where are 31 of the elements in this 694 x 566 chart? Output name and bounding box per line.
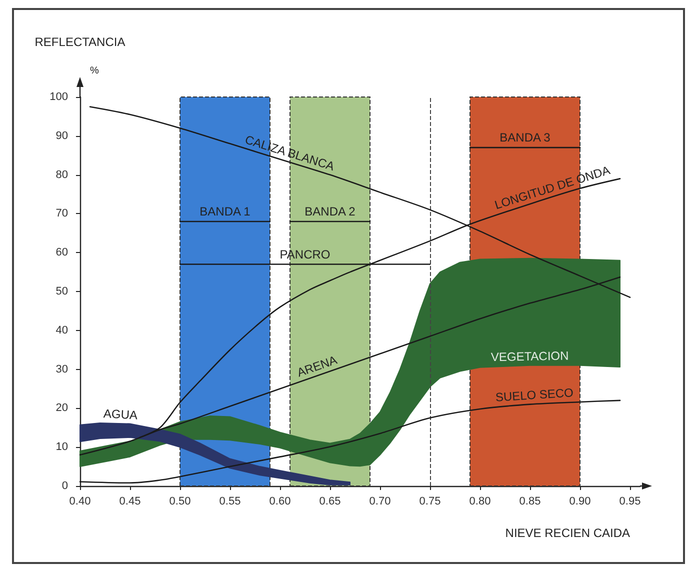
y-tick-label: 0	[62, 480, 68, 492]
x-tick-label: 0.80	[469, 496, 491, 508]
annotation: AGUA	[103, 406, 138, 422]
x-tick-label: 0.95	[619, 496, 641, 508]
annotation: SUELO SECO	[495, 386, 574, 404]
x-tick-label: 0.45	[119, 496, 141, 508]
y-tick-label: 100	[50, 91, 68, 103]
y-tick-label: 70	[56, 208, 68, 220]
series-label: BANDA 3	[500, 130, 551, 145]
x-tick-label: 0.65	[319, 496, 341, 508]
y-tick-label: 90	[56, 130, 68, 142]
series-label: BANDA 2	[304, 204, 356, 218]
y-tick-label: 50	[56, 286, 68, 298]
y-tick-label: 80	[56, 168, 68, 181]
text: REFLECTANCIA %	[34, 35, 126, 76]
x-tick-label: 0.85	[519, 496, 541, 508]
x-tick-label: 0.60	[269, 496, 291, 508]
x-tick-label: 0.55	[219, 496, 241, 508]
y-tick-label: 40	[56, 324, 68, 336]
x-axis-title: NIEVE RECIEN CAIDA	[505, 526, 630, 540]
x-tick-label: 0.40	[69, 496, 91, 508]
series-label: BANDA 1	[200, 204, 251, 218]
y-tick-label: 20	[56, 402, 68, 414]
y-tick-label: 60	[56, 246, 68, 259]
x-tick-label: 0.70	[369, 496, 391, 508]
x-tick-label: 0.75	[419, 496, 441, 508]
annotation: VEGETACION	[490, 348, 569, 364]
x-tick-label: 0.90	[569, 496, 591, 508]
x-tick-label: 0.50	[169, 496, 191, 508]
y-tick-label: 10	[56, 441, 68, 454]
y-tick-label: 30	[56, 363, 68, 376]
